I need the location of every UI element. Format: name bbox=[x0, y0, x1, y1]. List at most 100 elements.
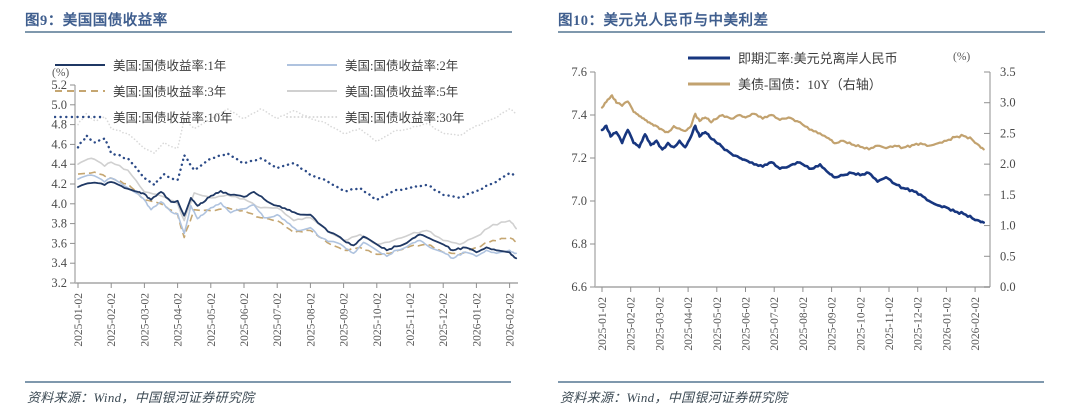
series-cnh bbox=[600, 124, 985, 224]
x-tick-label: 2025-07-02 bbox=[272, 293, 284, 347]
x-tick-label: 2025-08-02 bbox=[305, 293, 317, 347]
legend-marker-us10y-line bbox=[54, 115, 106, 118]
footer-divider bbox=[25, 381, 511, 383]
y-tick-label: 5.0 bbox=[51, 98, 67, 112]
x-tick-label: 2025-06-02 bbox=[239, 293, 251, 347]
y-tick-label: 3.8 bbox=[51, 217, 67, 231]
x-tick-label: 2025-12-02 bbox=[438, 293, 450, 347]
series-us3y bbox=[77, 171, 517, 256]
series-spread bbox=[600, 94, 985, 151]
axes: 6.6 6.8 7.0 7.2 7.4 7.6 0.0 0.5 1.0 1.5 2.0 2.5 3.0 3… bbox=[571, 65, 1015, 351]
legend-item-cnh: 即期汇率:美元兑离岸人民币 bbox=[687, 48, 898, 67]
x-tick-label: 2025-11-02 bbox=[405, 293, 417, 346]
x-tick-label: 2026-01-02 bbox=[471, 293, 483, 347]
legend-marker-us1y-line bbox=[55, 63, 105, 66]
legend-item-us30y: 美国:国债收益率:30年 bbox=[286, 107, 464, 126]
x-tick-label: 2025-09-02 bbox=[827, 297, 839, 351]
x-tick-label: 2025-07-02 bbox=[769, 297, 781, 351]
legend-item-us3y: 美国:国债收益率:3年 bbox=[54, 81, 286, 100]
y-tick-label: 4.2 bbox=[51, 177, 67, 191]
legend-label-us10y: 美国:国债收益率:10年 bbox=[113, 111, 233, 125]
y-tick-label: 3.6 bbox=[51, 236, 67, 250]
legend: 美国:国债收益率:1年 美国:国债收益率:2年 美国:国债收益率:3年 美国:国债收益… bbox=[54, 55, 464, 126]
legend-item-spread: 美债-国债：10Y（右轴） bbox=[687, 74, 898, 93]
legend-marker-us30y-line bbox=[286, 115, 338, 118]
chart-title: 图9：美国国债收益率 bbox=[25, 13, 168, 29]
x-tick-label: 2025-11-02 bbox=[884, 297, 896, 350]
legend-item-us10y: 美国:国债收益率:10年 bbox=[54, 107, 286, 126]
x-tick-label: 2025-05-02 bbox=[206, 293, 218, 347]
footer-divider bbox=[558, 381, 1044, 383]
legend-item-us1y: 美国:国债收益率:1年 bbox=[54, 55, 286, 74]
usdcnh-spread-chart: 6.6 6.8 7.0 7.2 7.4 7.6 0.0 0.5 1.0 1.5 2.0 2.5 3.0 3… bbox=[571, 65, 1015, 351]
y-tick-label-right: 1.5 bbox=[1000, 188, 1016, 202]
title-divider bbox=[25, 31, 512, 33]
y-tick-label: 4.0 bbox=[51, 197, 67, 211]
y-tick-label: 4.4 bbox=[51, 157, 67, 171]
legend-label-cnh: 即期汇率:美元兑离岸人民币 bbox=[738, 51, 898, 66]
x-tick-label: 2025-04-02 bbox=[683, 297, 695, 351]
x-tick-label: 2026-02-02 bbox=[970, 297, 982, 351]
x-tick-label: 2025-09-02 bbox=[339, 293, 351, 347]
legend-item-us2y: 美国:国债收益率:2年 bbox=[286, 55, 464, 74]
legend: 即期汇率:美元兑离岸人民币 美债-国债：10Y（右轴） bbox=[687, 48, 898, 93]
legend-label-us3y: 美国:国债收益率:3年 bbox=[113, 85, 227, 99]
legend-marker-cnh-line bbox=[688, 56, 730, 59]
x-tick-label: 2025-06-02 bbox=[741, 297, 753, 351]
y-tick-label: 6.8 bbox=[571, 237, 587, 251]
legend-label-us30y: 美国:国债收益率:30年 bbox=[345, 111, 465, 125]
legend-marker-spread-line bbox=[688, 82, 730, 85]
y-tick-label: 7.6 bbox=[571, 65, 587, 79]
y-tick-label: 7.2 bbox=[571, 151, 587, 165]
legend-item-us5y: 美国:国债收益率:5年 bbox=[286, 81, 464, 100]
y-tick-label-right: 0.5 bbox=[1000, 249, 1016, 263]
source-note: 资料来源：Wind，中国银河证券研究院 bbox=[27, 390, 255, 405]
legend-marker-us5y-line bbox=[287, 89, 337, 92]
x-tick-label: 2025-02-02 bbox=[626, 297, 638, 351]
y-tick-label: 7.0 bbox=[571, 194, 587, 208]
y-tick-label: 3.2 bbox=[51, 276, 67, 290]
y-tick-label: 6.6 bbox=[571, 280, 587, 294]
series-us30y bbox=[77, 108, 517, 155]
x-tick-label: 2026-02-02 bbox=[505, 293, 517, 347]
y-tick-label: 7.4 bbox=[571, 108, 587, 122]
y-tick-label-right: 2.5 bbox=[1000, 126, 1016, 140]
y-tick-label-right: 1.0 bbox=[1000, 219, 1016, 233]
legend-label-us5y: 美国:国债收益率:5年 bbox=[345, 85, 459, 99]
x-tick-label: 2025-03-02 bbox=[654, 297, 666, 351]
series-us2y bbox=[77, 174, 517, 260]
series-us1y bbox=[77, 181, 518, 260]
panel-us-treasury-yields: 3.2 3.4 3.6 3.8 4.0 4.2 4.4 4.6 4.8 5.0 5.2 2025-01… bbox=[25, 13, 518, 405]
legend-label-us2y: 美国:国债收益率:2年 bbox=[345, 59, 459, 73]
x-tick-label: 2025-02-02 bbox=[106, 293, 118, 347]
y-tick-label-right: 3.5 bbox=[1000, 65, 1016, 79]
x-tick-label: 2025-05-02 bbox=[712, 297, 724, 351]
legend-marker-us2y-line bbox=[287, 63, 337, 66]
y-tick-label: 5.2 bbox=[51, 78, 67, 92]
axis-unit-label: (%) bbox=[953, 51, 971, 63]
x-tick-label: 2026-01-02 bbox=[941, 297, 953, 351]
x-tick-label: 2025-08-02 bbox=[798, 297, 810, 351]
x-tick-label: 2025-12-02 bbox=[913, 297, 925, 351]
axes: 3.2 3.4 3.6 3.8 4.0 4.2 4.4 4.6 4.8 5.0 5.2 2025-01… bbox=[51, 78, 518, 347]
legend-marker-us3y-line bbox=[55, 89, 105, 92]
y-tick-label: 4.6 bbox=[51, 137, 67, 151]
x-tick-label: 2025-04-02 bbox=[173, 293, 185, 347]
y-tick-label-right: 3.0 bbox=[1000, 96, 1016, 110]
chart-title: 图10：美元兑人民币与中美利差 bbox=[558, 13, 769, 29]
y-tick-label: 4.8 bbox=[51, 118, 67, 132]
series-us10y bbox=[76, 134, 518, 201]
y-tick-label-right: 0.0 bbox=[1000, 280, 1016, 294]
y-tick-label-right: 2.0 bbox=[1000, 157, 1016, 171]
x-tick-label: 2025-10-02 bbox=[855, 297, 867, 351]
title-divider bbox=[558, 31, 1045, 33]
legend-label-us1y: 美国:国债收益率:1年 bbox=[113, 59, 227, 73]
source-note: 资料来源：Wind，中国银河证券研究院 bbox=[560, 390, 788, 405]
panel-usdcnh-rate-spread: 6.6 6.8 7.0 7.2 7.4 7.6 0.0 0.5 1.0 1.5 2.0 2.5 3.0 3… bbox=[533, 0, 1066, 415]
legend-label-spread: 美债-国债：10Y（右轴） bbox=[738, 77, 882, 92]
x-tick-label: 2025-01-02 bbox=[73, 293, 85, 347]
series-us5y bbox=[77, 157, 517, 246]
x-tick-label: 2025-01-02 bbox=[597, 297, 609, 351]
x-tick-label: 2025-10-02 bbox=[372, 293, 384, 347]
